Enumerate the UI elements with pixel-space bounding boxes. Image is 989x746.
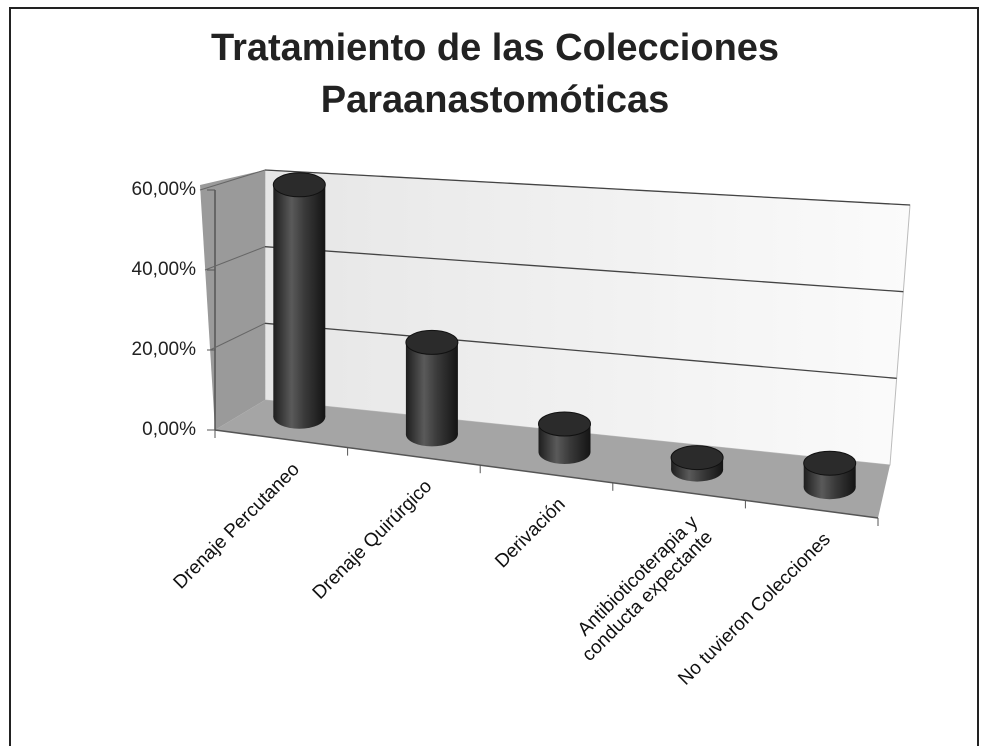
chart-title: Tratamiento de las Colecciones Paraanast…: [210, 27, 780, 121]
frame: [9, 7, 979, 746]
bar-top: [538, 411, 591, 437]
y-tick-label: 60,00%: [132, 179, 197, 200]
bar-top: [670, 445, 724, 471]
side-wall: [200, 170, 265, 430]
grid-line: [199, 169, 266, 191]
bar: [670, 445, 724, 482]
bar: [272, 172, 326, 429]
grid-line: [264, 246, 904, 293]
grid-line: [209, 322, 266, 351]
bar: [803, 450, 857, 500]
bar-body: [405, 342, 458, 435]
bar-top: [272, 172, 326, 198]
bar: [538, 411, 591, 464]
grid-line: [204, 246, 266, 271]
bar: [405, 329, 459, 447]
bar-top: [803, 450, 857, 476]
grid-line: [264, 169, 911, 206]
x-axis: [214, 429, 879, 519]
bar-body: [273, 184, 326, 417]
y-tick-label: 40,00%: [132, 259, 197, 280]
y-tick-label: 20,00%: [132, 339, 197, 360]
bar-top: [405, 329, 459, 355]
y-tick-label: 0,00%: [142, 419, 196, 440]
grid-line: [264, 322, 897, 379]
